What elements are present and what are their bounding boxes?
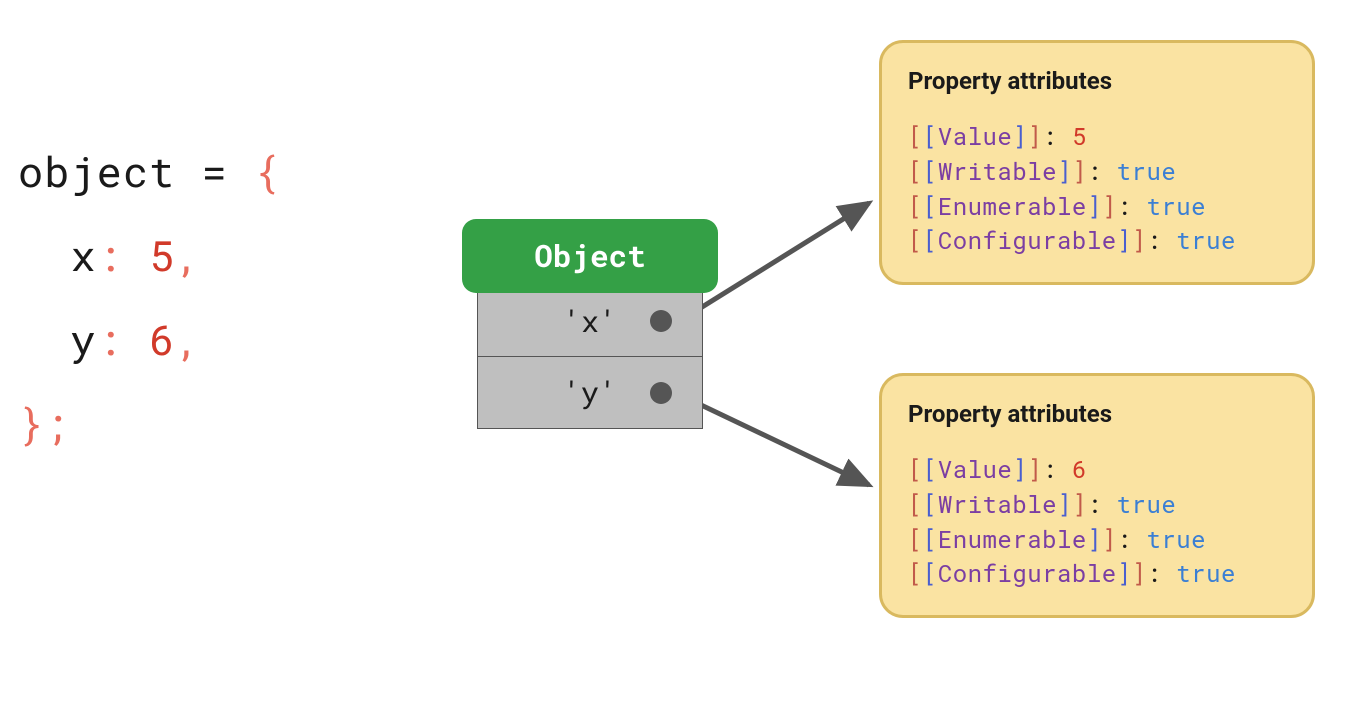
attr-punct: [ bbox=[923, 488, 938, 520]
attr-name: Writable bbox=[938, 155, 1057, 187]
object-box: Object 'x' 'y' bbox=[462, 219, 718, 429]
attr-punct: ] bbox=[1027, 453, 1042, 485]
attr-punct: [ bbox=[908, 155, 923, 187]
code-value: 6 bbox=[149, 312, 175, 367]
code-identifier: object bbox=[18, 144, 175, 199]
attr-line: [[Enumerable]]: true bbox=[908, 189, 1286, 224]
attr-value: true bbox=[1117, 488, 1177, 520]
attr-punct: ] bbox=[1087, 523, 1102, 555]
object-slot: 'y' bbox=[477, 357, 703, 429]
attr-punct: [ bbox=[908, 120, 923, 152]
attr-punct: ] bbox=[1072, 155, 1087, 187]
attr-line: [[Writable]]: true bbox=[908, 154, 1286, 189]
attr-line: [[Configurable]]: true bbox=[908, 556, 1286, 591]
attr-punct: : bbox=[1117, 523, 1147, 555]
attr-punct: ] bbox=[1117, 557, 1132, 589]
attr-line: [[Value]]: 6 bbox=[908, 452, 1286, 487]
code-key: x bbox=[70, 228, 96, 283]
attr-punct: [ bbox=[923, 224, 938, 256]
attr-punct: [ bbox=[908, 488, 923, 520]
attr-punct: ] bbox=[1132, 557, 1147, 589]
connector-dot bbox=[650, 382, 672, 404]
attr-punct: : bbox=[1042, 120, 1072, 152]
attr-value: true bbox=[1176, 557, 1236, 589]
panel-attrs: [[Value]]: 5[[Writable]]: true[[Enumerab… bbox=[908, 119, 1286, 258]
attr-punct: [ bbox=[923, 557, 938, 589]
attr-punct: : bbox=[1087, 155, 1117, 187]
attr-name: Enumerable bbox=[938, 523, 1087, 555]
attr-punct: [ bbox=[908, 453, 923, 485]
attr-punct: [ bbox=[923, 453, 938, 485]
attr-punct: ] bbox=[1057, 488, 1072, 520]
attr-punct: : bbox=[1042, 453, 1072, 485]
attr-punct: : bbox=[1087, 488, 1117, 520]
code-key: y bbox=[70, 312, 96, 367]
attr-punct: : bbox=[1146, 557, 1176, 589]
attr-line: [[Value]]: 5 bbox=[908, 119, 1286, 154]
attr-name: Configurable bbox=[938, 557, 1117, 589]
attr-punct: ] bbox=[1102, 523, 1117, 555]
attr-name: Configurable bbox=[938, 224, 1117, 256]
attr-punct: [ bbox=[923, 190, 938, 222]
attr-name: Value bbox=[938, 120, 1013, 152]
code-comma: , bbox=[175, 228, 201, 283]
code-prop-line: y: 6, bbox=[18, 298, 280, 382]
attr-line: [[Enumerable]]: true bbox=[908, 522, 1286, 557]
attr-value: 6 bbox=[1072, 453, 1087, 485]
attr-punct: ] bbox=[1012, 120, 1027, 152]
attr-value: 5 bbox=[1072, 120, 1087, 152]
attr-punct: ] bbox=[1102, 190, 1117, 222]
panel-attrs: [[Value]]: 6[[Writable]]: true[[Enumerab… bbox=[908, 452, 1286, 591]
attr-punct: ] bbox=[1132, 224, 1147, 256]
attr-line: [[Writable]]: true bbox=[908, 487, 1286, 522]
property-attributes-panel: Property attributes[[Value]]: 6[[Writabl… bbox=[879, 373, 1315, 618]
attr-value: true bbox=[1117, 155, 1177, 187]
property-attributes-panel: Property attributes[[Value]]: 5[[Writabl… bbox=[879, 40, 1315, 285]
attr-value: true bbox=[1146, 523, 1206, 555]
code-open-brace: { bbox=[254, 144, 280, 199]
attr-punct: [ bbox=[908, 523, 923, 555]
attr-punct: : bbox=[1117, 190, 1147, 222]
object-header: Object bbox=[462, 219, 718, 293]
code-line-1: object = { bbox=[18, 130, 280, 214]
attr-punct: [ bbox=[908, 190, 923, 222]
code-close-brace: }; bbox=[18, 396, 70, 451]
code-value: 5 bbox=[149, 228, 175, 283]
code-colon: : bbox=[97, 312, 149, 367]
attr-punct: [ bbox=[923, 120, 938, 152]
attr-punct: [ bbox=[908, 557, 923, 589]
panel-title: Property attributes bbox=[908, 400, 1286, 428]
attr-punct: [ bbox=[923, 155, 938, 187]
attr-name: Enumerable bbox=[938, 190, 1087, 222]
attr-value: true bbox=[1176, 224, 1236, 256]
code-equals: = bbox=[175, 144, 254, 199]
object-slot: 'x' bbox=[477, 285, 703, 357]
object-slot-label: 'x' bbox=[563, 302, 617, 341]
attr-punct: ] bbox=[1117, 224, 1132, 256]
attr-punct: ] bbox=[1057, 155, 1072, 187]
code-colon: : bbox=[97, 228, 149, 283]
panel-title: Property attributes bbox=[908, 67, 1286, 95]
code-comma: , bbox=[175, 312, 201, 367]
attr-punct: ] bbox=[1027, 120, 1042, 152]
attr-name: Value bbox=[938, 453, 1013, 485]
attr-punct: [ bbox=[908, 224, 923, 256]
attr-name: Writable bbox=[938, 488, 1057, 520]
attr-value: true bbox=[1146, 190, 1206, 222]
attr-punct: [ bbox=[923, 523, 938, 555]
attr-punct: ] bbox=[1087, 190, 1102, 222]
attr-punct: ] bbox=[1012, 453, 1027, 485]
attr-punct: : bbox=[1146, 224, 1176, 256]
code-block: object = { x: 5, y: 6, }; bbox=[18, 130, 280, 466]
object-slot-label: 'y' bbox=[563, 373, 617, 412]
attr-line: [[Configurable]]: true bbox=[908, 223, 1286, 258]
connector-dot bbox=[650, 310, 672, 332]
code-prop-line: x: 5, bbox=[18, 214, 280, 298]
attr-punct: ] bbox=[1072, 488, 1087, 520]
